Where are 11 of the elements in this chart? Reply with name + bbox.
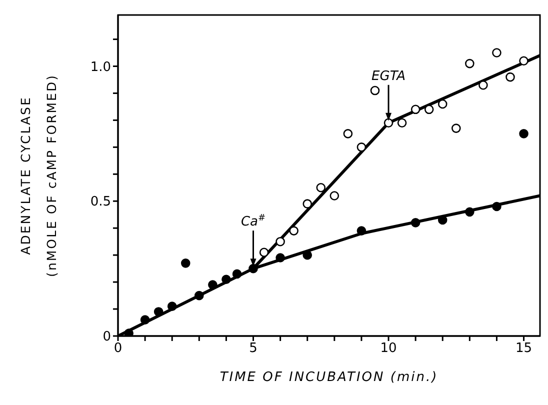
x-tick-label: 5 [249,341,258,356]
y-axis-title: ADENYLATE CYCLASE (nMOLE OF cAMP FORMED) [18,74,59,277]
x-tick-label: 0 [114,341,122,356]
y-tick-label: 1.0 [90,60,111,75]
annotation: Ca$^{#}$ [240,214,266,230]
y-tick-label: 0 [102,330,111,345]
x-tick-label: 15 [515,341,532,356]
annotation: EGTA [372,68,406,84]
x-axis-title: TIME OF INCUBATION (min.) [220,370,438,385]
y-tick-label: 0.5 [90,194,111,210]
x-tick-label: 10 [380,341,397,356]
